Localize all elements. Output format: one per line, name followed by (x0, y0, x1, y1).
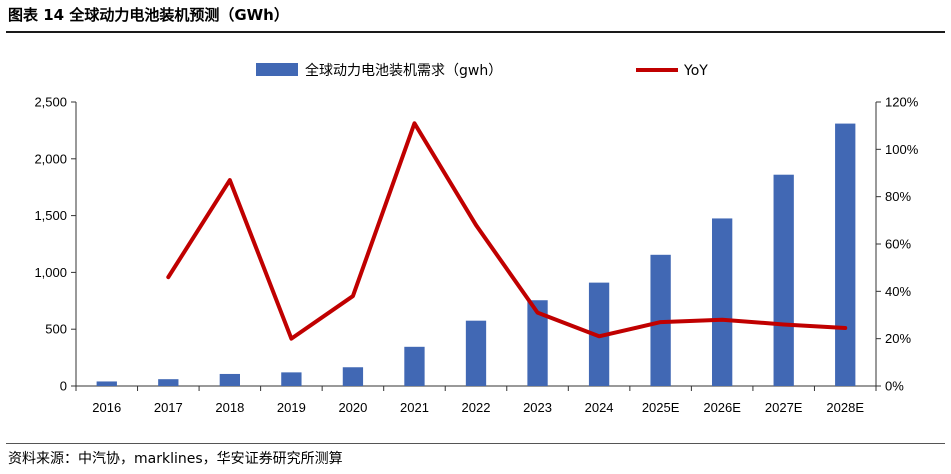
y2-tick-label: 60% (885, 237, 911, 252)
source-rule (6, 443, 945, 444)
bar (773, 174, 794, 386)
x-tick-label: 2023 (523, 400, 552, 415)
y-tick-label: 1,500 (34, 208, 67, 223)
bar-series (96, 123, 856, 387)
x-tick-label: 2020 (338, 400, 367, 415)
legend-swatch-bar (256, 63, 298, 76)
title-rule (6, 31, 945, 33)
legend: 全球动力电池装机需求（gwh） YoY (256, 62, 708, 79)
bar (96, 381, 117, 386)
y2-tick-label: 20% (885, 331, 911, 346)
chart: 0 500 1,000 1,500 2,000 2,500 0% 20% 40% 60% 80% 10… (34, 62, 919, 415)
legend-label-line: YoY (683, 63, 708, 79)
bar (281, 372, 302, 386)
y-tick-label: 1,000 (34, 265, 67, 280)
x-tick-label: 2019 (277, 400, 306, 415)
y2-tick-label: 120% (885, 95, 919, 110)
x-tick-label: 2018 (215, 400, 244, 415)
bar (219, 373, 240, 386)
bar (712, 218, 733, 386)
source-note: 资料来源：中汽协，marklines，华安证券研究所测算 (8, 451, 343, 467)
x-tick-label: 2025E (642, 400, 680, 415)
y-tick-label: 500 (45, 322, 67, 337)
bar (465, 320, 487, 386)
yoy-series (166, 121, 848, 341)
y-tick-label: 0 (60, 379, 67, 394)
bar (404, 346, 425, 386)
x-tick-label: 2017 (154, 400, 183, 415)
x-tick-label: 2016 (92, 400, 121, 415)
y2-tick-label: 0% (885, 379, 904, 394)
x-tick-label: 2022 (462, 400, 491, 415)
y-tick-label: 2,500 (34, 95, 67, 110)
y-tick-label: 2,000 (34, 151, 67, 166)
bar (527, 300, 548, 386)
x-tick-label: 2027E (765, 400, 803, 415)
figure-title: 图表 14 全球动力电池装机预测（GWh） (8, 6, 289, 24)
x-tick-label: 2021 (400, 400, 429, 415)
x-tick-label: 2024 (585, 400, 614, 415)
y2-tick-label: 40% (885, 284, 911, 299)
bar (342, 367, 364, 386)
legend-label-bar: 全球动力电池装机需求（gwh） (305, 62, 502, 79)
x-tick-label: 2028E (826, 400, 864, 415)
yoy-line (166, 121, 848, 341)
y2-tick-label: 100% (885, 142, 919, 157)
y2-tick-label: 80% (885, 189, 911, 204)
bar (835, 123, 856, 387)
x-tick-label: 2026E (703, 400, 741, 415)
bar (158, 379, 179, 386)
